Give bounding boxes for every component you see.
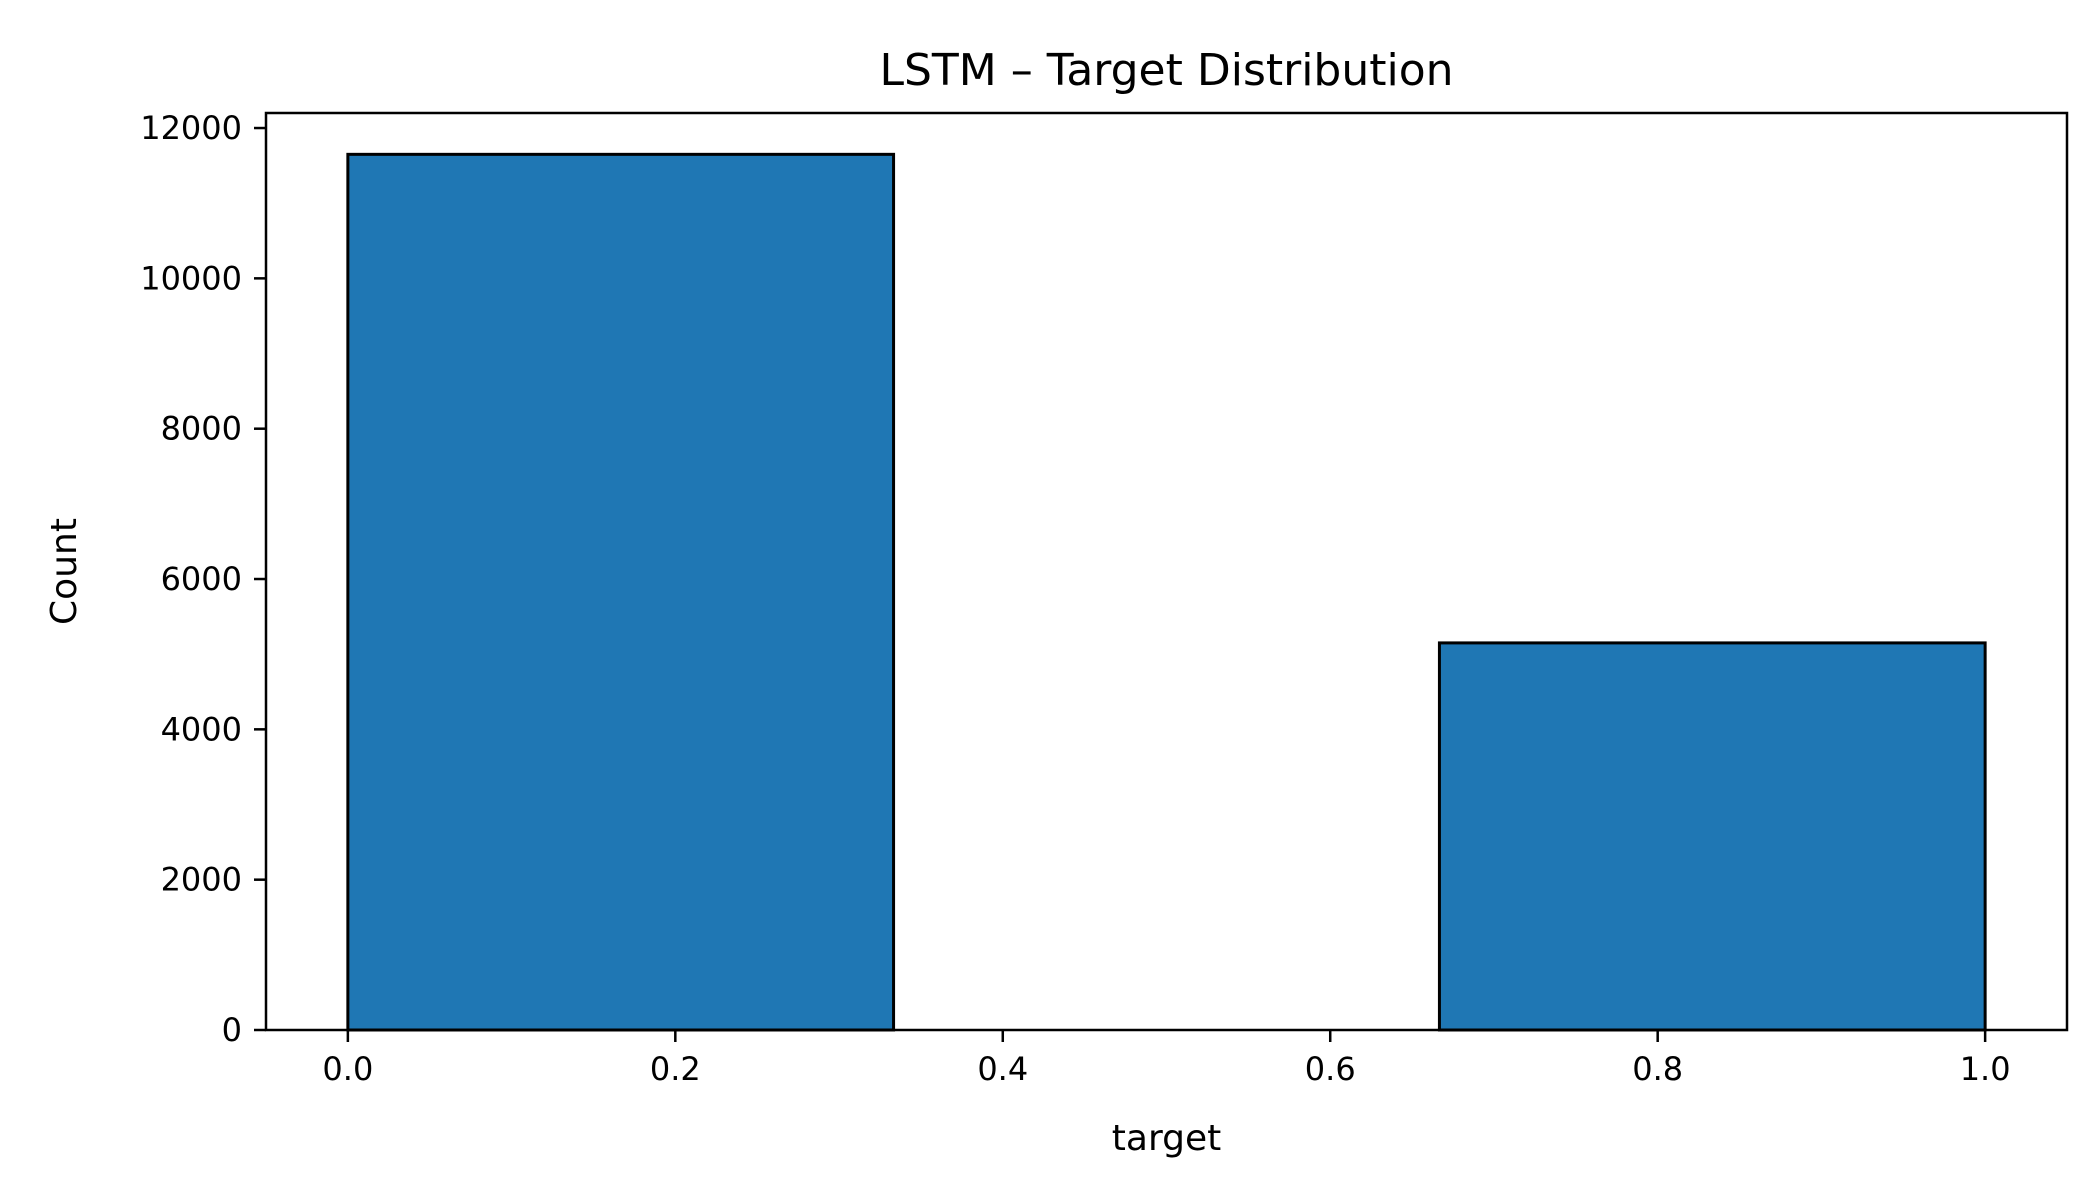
histogram-bar-0 — [346, 152, 896, 1032]
y-tick-label: 8000 — [161, 410, 242, 448]
x-tick-label: 1.0 — [1960, 1050, 2011, 1088]
y-tick-label: 12000 — [140, 109, 242, 147]
x-tick-label: 0.8 — [1632, 1050, 1683, 1088]
x-axis-label: target — [1112, 1118, 1221, 1159]
y-axis: 0 2000 4000 6000 8000 10000 12000 — [140, 109, 266, 1049]
x-tick-label: 0.2 — [650, 1050, 701, 1088]
y-tick-label: 4000 — [161, 710, 242, 748]
y-tick-label: 0 — [222, 1011, 242, 1049]
histogram-bar-2 — [1437, 641, 1987, 1032]
y-tick-label: 6000 — [161, 560, 242, 598]
y-axis-label: Count — [44, 518, 85, 625]
x-axis: 0.0 0.2 0.4 0.6 0.8 1.0 — [322, 1030, 2011, 1088]
x-tick-label: 0.6 — [1305, 1050, 1356, 1088]
y-tick-label: 10000 — [140, 259, 242, 297]
x-tick-label: 0.4 — [977, 1050, 1028, 1088]
bars-group — [346, 152, 1987, 1032]
y-tick-label: 2000 — [161, 861, 242, 899]
x-tick-label: 0.0 — [322, 1050, 373, 1088]
chart-title: LSTM – Target Distribution — [879, 45, 1453, 96]
plot-frame — [264, 111, 2069, 1032]
